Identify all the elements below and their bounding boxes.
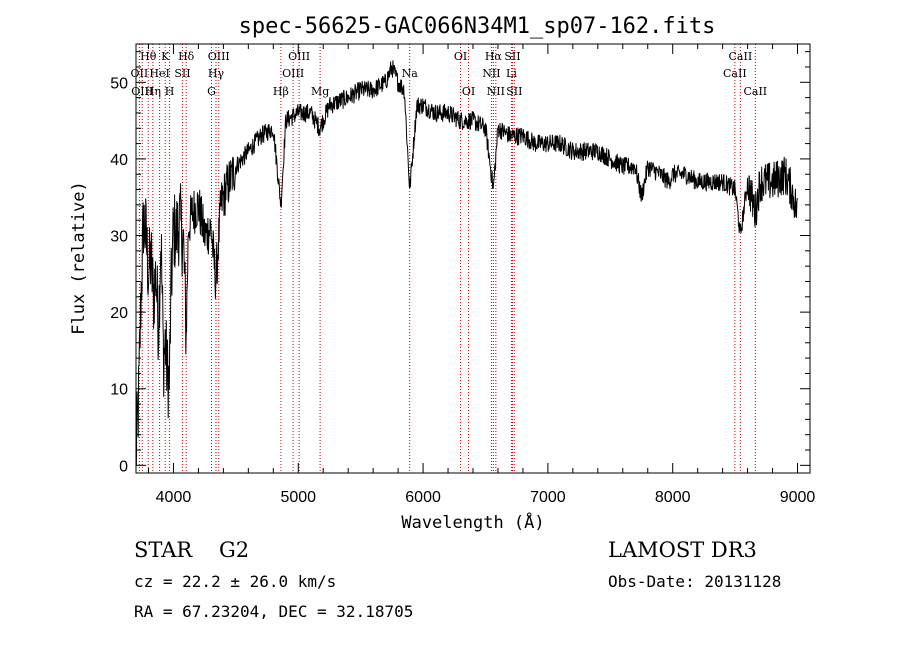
x-axis-label: Wavelength (Å): [401, 511, 544, 533]
x-axis: 4000 5000 6000 7000 8000 9000: [147, 44, 816, 506]
line-marker-label-3: K: [161, 50, 170, 63]
line-marker-label-17: OI: [454, 50, 467, 63]
coordinates: RA = 67.23204, DEC = 32.18705: [134, 602, 414, 621]
x-tick-label-0: 4000: [156, 489, 192, 506]
line-marker-labels: Hθ OII OIII K HeI Hη H Hδ SII OIII Hγ G Hβ OIII OIII Mg…: [131, 50, 768, 98]
line-marker-label-4: HeI: [149, 67, 169, 80]
survey-label: LAMOST DR3: [608, 538, 757, 562]
line-marker-label-7: Hδ: [178, 50, 195, 63]
x-tick-label-5: 9000: [780, 489, 816, 506]
line-marker-label-15: Mg: [311, 85, 329, 98]
line-marker-label-9: OIII: [208, 50, 230, 63]
y-tick-label-4: 40: [110, 152, 128, 169]
observation-date: Obs-Date: 20131128: [608, 572, 782, 591]
line-marker-label-14: OIII: [282, 67, 304, 80]
line-marker-label-27: CaII: [743, 85, 767, 98]
line-marker-label-10: Hγ: [208, 67, 225, 80]
line-marker-label-2: OIII: [131, 85, 153, 98]
line-marker-label-8: SII: [174, 67, 190, 80]
x-tick-label-4: 8000: [655, 489, 691, 506]
line-marker-label-22: SII: [504, 50, 520, 63]
y-tick-label-5: 50: [110, 75, 128, 92]
line-marker-label-12: Hβ: [273, 85, 289, 98]
object-class: STAR: [134, 538, 193, 562]
y-tick-label-0: 0: [119, 458, 128, 475]
line-marker-label-16: Na: [402, 67, 419, 80]
line-marker-label-18: OI: [462, 85, 475, 98]
object-subclass: G2: [218, 538, 250, 562]
line-marker-lines: [138, 44, 756, 473]
line-marker-label-19: Hα: [485, 50, 503, 63]
line-marker-label-20: NII: [482, 67, 500, 80]
line-marker-label-26: CaII: [723, 67, 747, 80]
line-marker-label-6: H: [165, 85, 175, 98]
x-tick-label-3: 7000: [530, 489, 566, 506]
line-marker-label-1: OII: [131, 67, 149, 80]
spectrum-line: [135, 60, 798, 466]
x-tick-label-2: 6000: [405, 489, 441, 506]
chart-title: spec-56625-GAC066N34M1_sp07-162.fits: [239, 14, 716, 39]
line-marker-label-21: NII: [487, 85, 505, 98]
plot-frame: [135, 43, 811, 474]
line-marker-label-0: Hθ: [140, 50, 157, 63]
y-tick-label-1: 10: [110, 382, 128, 399]
line-marker-label-23: Li: [506, 67, 517, 80]
redshift-label: cz = 22.2 ± 26.0 km/s: [134, 572, 337, 591]
line-marker-label-11: G: [207, 85, 216, 98]
y-axis: 0 10 20 30 40 50: [110, 51, 810, 475]
classification: STAR G2: [134, 538, 249, 562]
spectrum-layer: [135, 60, 798, 466]
y-tick-label-3: 30: [110, 229, 128, 246]
y-tick-label-2: 20: [110, 305, 128, 322]
line-marker-label-25: CaII: [729, 50, 753, 63]
x-tick-label-1: 5000: [280, 489, 316, 506]
line-marker-label-13: OIII: [288, 50, 310, 63]
line-marker-label-24: SII: [506, 85, 522, 98]
line-marker-label-5: Hη: [145, 85, 161, 98]
y-axis-label: Flux (relative): [69, 181, 89, 335]
